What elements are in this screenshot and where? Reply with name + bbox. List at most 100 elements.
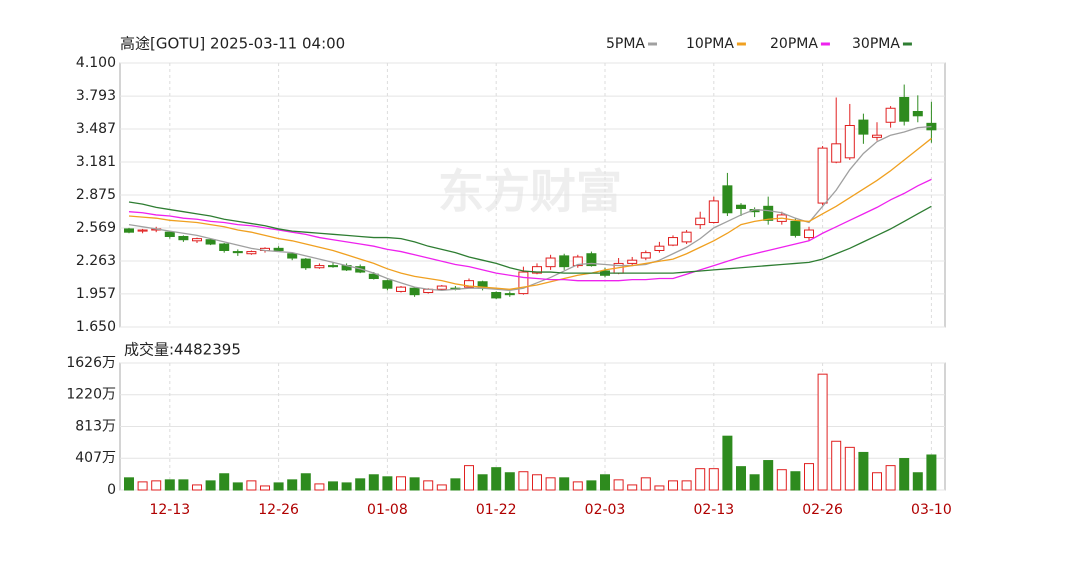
v-tick-label: 1220万: [66, 387, 116, 403]
volume-bar: [355, 478, 366, 491]
watermark: 东方财富: [438, 165, 622, 219]
volume-bar: [219, 473, 230, 491]
candle-body: [300, 258, 311, 269]
candle-body: [586, 253, 597, 267]
volume-bar: [423, 480, 434, 491]
candle-body: [219, 243, 230, 251]
volume-bar: [464, 465, 474, 491]
volume-bar: [137, 481, 148, 491]
candle-body: [695, 217, 706, 226]
candle-body: [464, 280, 474, 288]
volume-bar: [736, 466, 746, 491]
candle-body: [885, 107, 896, 123]
volume-bar: [300, 473, 311, 491]
legend-label: 5PMA: [606, 36, 645, 52]
volume-bar: [668, 480, 678, 491]
candle-body: [532, 266, 542, 274]
candle-body: [164, 231, 175, 237]
candle-body: [491, 292, 502, 299]
candle-body: [124, 228, 134, 233]
volume-bar: [396, 476, 406, 491]
candle-body: [368, 273, 379, 280]
y-tick-label: 3.793: [76, 88, 116, 104]
candle-body: [640, 252, 651, 259]
candle-body: [137, 229, 148, 232]
volume-bar: [831, 440, 842, 491]
volume-bar: [368, 474, 379, 491]
volume-bar: [627, 484, 638, 491]
volume-label: 成交量:4482395: [124, 341, 241, 359]
volume-bar: [708, 468, 719, 491]
volume-bar: [504, 472, 515, 491]
volume-bar: [246, 480, 257, 491]
y-tick-label: 2.875: [76, 187, 116, 203]
candle-body: [668, 237, 678, 246]
volume-bar: [586, 480, 597, 491]
volume-bar: [872, 472, 882, 491]
x-tick-label: 12-26: [258, 502, 299, 518]
candle-body: [436, 285, 447, 290]
volume-bar: [817, 373, 828, 491]
chart-title: 高途[GOTU] 2025-03-11 04:00: [120, 35, 345, 53]
legend-label: 10PMA: [686, 36, 734, 52]
volume-bar: [314, 483, 325, 491]
candle-body: [654, 245, 665, 251]
candle-body: [708, 200, 719, 223]
volume-bar: [545, 477, 556, 491]
v-tick-label: 1626万: [66, 355, 116, 371]
candle-body: [314, 265, 325, 269]
volume-bar: [124, 477, 134, 491]
y-tick-label: 3.181: [76, 154, 116, 170]
candle-body: [273, 247, 284, 251]
candle-body: [817, 147, 828, 204]
volume-bar: [776, 469, 787, 491]
candle-body: [409, 287, 420, 296]
volume-bar: [436, 484, 447, 491]
candle-body: [722, 185, 733, 214]
volume-bar: [763, 460, 774, 491]
x-tick-label: 02-13: [693, 502, 734, 518]
volume-bar: [695, 468, 706, 491]
volume-bar: [273, 482, 284, 491]
volume-bar: [260, 485, 270, 491]
y-tick-label: 1.957: [76, 286, 116, 302]
volume-bar: [912, 472, 923, 491]
volume-bar: [844, 446, 855, 491]
x-tick-label: 01-22: [476, 502, 517, 518]
y-tick-label: 2.263: [76, 253, 116, 269]
volume-bar: [899, 458, 910, 491]
volume-bar: [178, 479, 189, 491]
volume-bar: [749, 474, 760, 491]
candle-body: [518, 271, 529, 295]
candle-body: [899, 96, 910, 122]
volume-bar: [640, 477, 651, 491]
volume-bar: [491, 467, 502, 491]
volume-bar: [681, 480, 692, 491]
volume-bar: [477, 474, 488, 491]
volume-bar: [287, 479, 298, 491]
volume-bar: [450, 478, 461, 491]
volume-bar: [164, 479, 175, 491]
candle-body: [382, 280, 393, 289]
candle-body: [545, 257, 556, 268]
x-tick-label: 01-08: [367, 502, 408, 518]
volume-bar: [858, 451, 869, 491]
y-tick-label: 4.100: [76, 55, 116, 71]
candle-body: [790, 220, 801, 236]
ma-line: [128, 137, 932, 290]
y-tick-label: 1.650: [76, 319, 116, 335]
candle-body: [396, 286, 406, 292]
volume-bar: [559, 477, 570, 491]
ma-line: [128, 178, 932, 282]
volume-bar: [409, 477, 420, 491]
v-tick-label: 813万: [75, 419, 116, 435]
candle-body: [205, 239, 216, 245]
candle-body: [858, 119, 869, 135]
volume-bar: [885, 465, 896, 491]
candle-body: [178, 235, 189, 241]
x-tick-label: 03-10: [911, 502, 952, 518]
volume-bar: [532, 474, 542, 491]
candle-body: [736, 204, 746, 209]
candle-body: [627, 259, 638, 264]
volume-bar: [518, 471, 529, 491]
